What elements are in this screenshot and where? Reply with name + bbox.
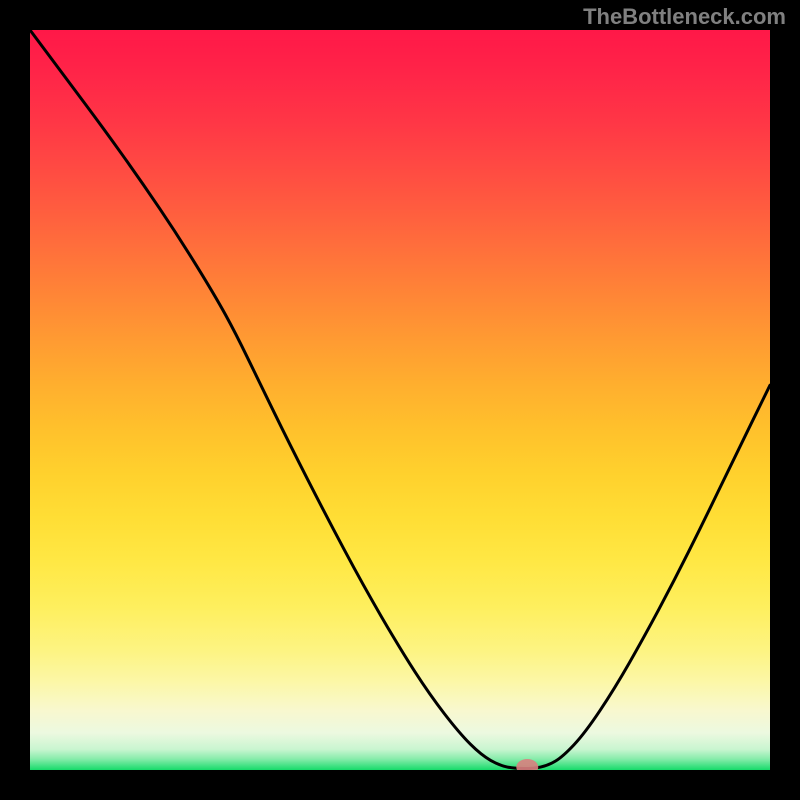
gradient-background <box>30 30 770 770</box>
plot-area <box>30 30 770 770</box>
bottleneck-curve-chart <box>30 30 770 770</box>
chart-container: TheBottleneck.com <box>0 0 800 800</box>
watermark-label: TheBottleneck.com <box>583 4 786 30</box>
